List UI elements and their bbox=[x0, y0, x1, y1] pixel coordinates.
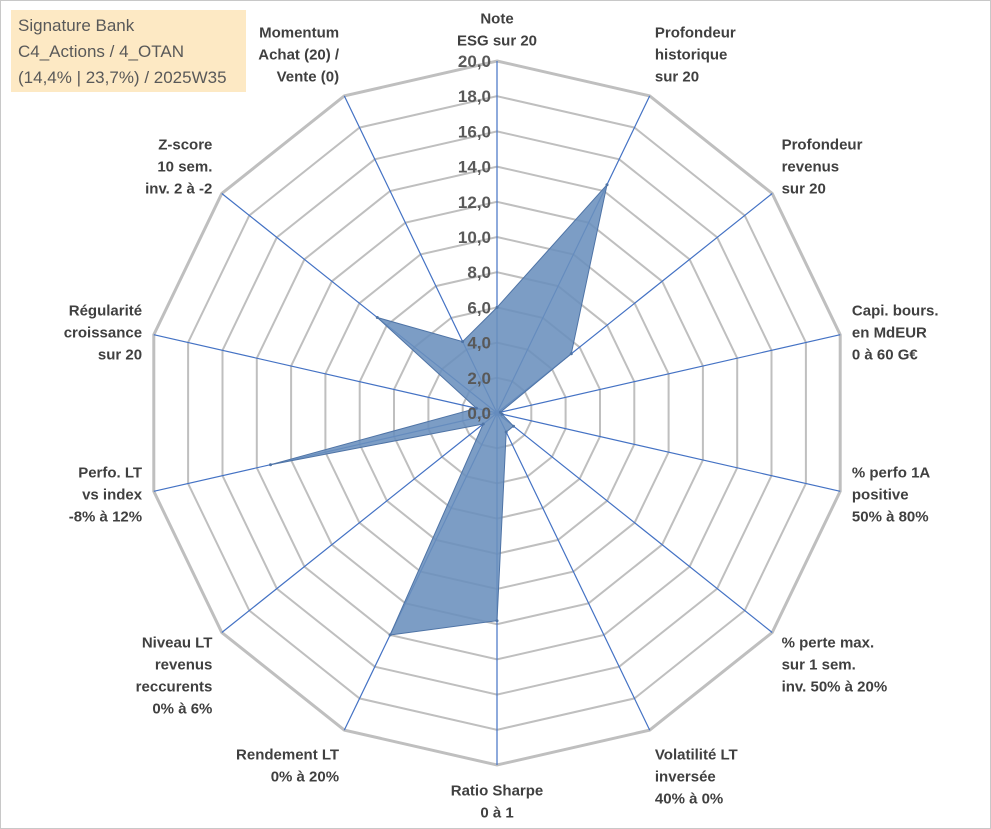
axis-label-line: revenus bbox=[782, 159, 840, 176]
axis-label-line: vs index bbox=[82, 487, 143, 504]
series-layer bbox=[269, 182, 609, 637]
axis-spoke-11 bbox=[153, 334, 498, 414]
axis-label-12: Z-score 10 sem. inv. 2 à -2 bbox=[145, 137, 212, 198]
axis-label-line: Niveau LT bbox=[142, 635, 213, 652]
axis-label-line: Rendement LT bbox=[236, 747, 339, 764]
tick-label-1: 2,0 bbox=[467, 369, 491, 388]
axis-label-line: revenus bbox=[155, 657, 213, 674]
data-point-9 bbox=[481, 422, 485, 426]
axis-label-line: 40% à 0% bbox=[655, 791, 723, 808]
axis-label-layer: Note ESG sur 20 Profondeur historique sur 20… bbox=[64, 11, 939, 822]
axis-label-9: Niveau LT revenus reccurents 0% à 6% bbox=[136, 635, 213, 718]
tick-label-9: 18,0 bbox=[458, 87, 491, 106]
title-box: Signature Bank C4_Actions / 4_OTAN (14,4… bbox=[11, 10, 246, 92]
axis-label-0: Note ESG sur 20 bbox=[457, 11, 537, 50]
title-company: Signature Bank bbox=[18, 16, 135, 35]
tick-label-3: 6,0 bbox=[467, 298, 491, 317]
axis-label-line: -8% à 12% bbox=[69, 509, 142, 526]
axis-label-line: sur 20 bbox=[782, 181, 826, 198]
axis-label-1: Profondeur historique sur 20 bbox=[655, 25, 736, 86]
axis-label-10: Perfo. LT vs index -8% à 12% bbox=[69, 465, 143, 526]
axis-label-line: Momentum bbox=[259, 25, 339, 42]
axis-label-line: 0 à 60 G€ bbox=[852, 347, 919, 364]
data-point-7 bbox=[495, 619, 499, 623]
axis-label-line: Vente (0) bbox=[277, 69, 340, 86]
axis-label-5: % perte max. sur 1 sem. inv. 50% à 20% bbox=[782, 635, 888, 696]
axis-label-line: 0% à 20% bbox=[271, 769, 339, 786]
axis-label-line: inv. 2 à -2 bbox=[145, 181, 212, 198]
tick-label-0: 0,0 bbox=[467, 404, 491, 423]
series-area-0 bbox=[270, 182, 608, 636]
axis-label-line: reccurents bbox=[136, 679, 213, 696]
axis-spoke-3 bbox=[496, 334, 841, 414]
axis-spoke-9 bbox=[221, 412, 498, 633]
axis-label-line: sur 20 bbox=[655, 69, 699, 86]
axis-label-4: % perfo 1A positive 50% à 80% bbox=[852, 465, 931, 526]
title-stats: (14,4% | 23,7%) / 2025W35 bbox=[18, 68, 227, 87]
data-point-3 bbox=[498, 410, 502, 414]
axis-label-line: inversée bbox=[655, 769, 716, 786]
axis-label-line: 0 à 1 bbox=[480, 805, 513, 822]
axis-label-line: sur 1 sem. bbox=[782, 657, 856, 674]
axis-label-line: Profondeur bbox=[655, 25, 736, 42]
axis-label-13: Momentum Achat (20) / Vente (0) bbox=[258, 25, 340, 86]
axis-spoke-6 bbox=[496, 412, 651, 731]
axis-label-line: Capi. bours. bbox=[852, 303, 939, 320]
tick-layer: 0,0 2,0 4,0 6,0 8,0 10,0 12,0 14,0 16,0 18,0 20,0 bbox=[458, 52, 491, 423]
data-point-4 bbox=[500, 412, 504, 416]
axis-label-line: Z-score bbox=[158, 137, 212, 154]
tick-label-6: 12,0 bbox=[458, 193, 491, 212]
axis-label-line: historique bbox=[655, 47, 728, 64]
axis-label-line: 0% à 6% bbox=[152, 701, 212, 718]
tick-label-5: 10,0 bbox=[458, 228, 491, 247]
tick-label-10: 20,0 bbox=[458, 52, 491, 71]
tick-label-7: 14,0 bbox=[458, 158, 491, 177]
data-point-11 bbox=[474, 406, 478, 410]
axis-label-line: sur 20 bbox=[98, 347, 142, 364]
tick-label-2: 4,0 bbox=[467, 334, 491, 353]
axis-label-11: Régularité croissance sur 20 bbox=[64, 303, 142, 364]
axis-label-line: Achat (20) / bbox=[258, 47, 340, 64]
axis-label-line: Volatilité LT bbox=[655, 747, 738, 764]
axis-label-line: % perte max. bbox=[782, 635, 875, 652]
axis-label-2: Profondeur revenus sur 20 bbox=[782, 137, 863, 198]
data-point-8 bbox=[388, 633, 392, 637]
axis-label-line: 10 sem. bbox=[157, 159, 212, 176]
axis-label-8: Rendement LT 0% à 20% bbox=[236, 747, 339, 786]
axis-label-line: positive bbox=[852, 487, 909, 504]
data-point-6 bbox=[504, 430, 508, 434]
axis-label-line: Ratio Sharpe bbox=[451, 783, 544, 800]
axis-label-6: Volatilité LT inversée 40% à 0% bbox=[655, 747, 738, 808]
data-point-1 bbox=[605, 183, 609, 187]
axis-label-line: % perfo 1A bbox=[852, 465, 931, 482]
axis-label-line: Note bbox=[480, 11, 513, 28]
axis-label-line: 50% à 80% bbox=[852, 509, 929, 526]
axis-label-line: Perfo. LT bbox=[78, 465, 142, 482]
axis-spoke-4 bbox=[496, 412, 841, 492]
axis-label-line: Régularité bbox=[69, 303, 142, 320]
tick-label-8: 16,0 bbox=[458, 122, 491, 141]
axis-label-7: Ratio Sharpe 0 à 1 bbox=[451, 783, 544, 822]
axis-label-line: ESG sur 20 bbox=[457, 33, 537, 50]
axis-spoke-5 bbox=[496, 412, 773, 633]
data-point-10 bbox=[269, 463, 272, 467]
tick-label-4: 8,0 bbox=[467, 263, 491, 282]
data-point-13 bbox=[461, 340, 465, 344]
axis-label-line: croissance bbox=[64, 325, 142, 342]
title-category: C4_Actions / 4_OTAN bbox=[18, 42, 184, 61]
axis-label-line: en MdEUR bbox=[852, 325, 927, 342]
axis-label-3: Capi. bours. en MdEUR 0 à 60 G€ bbox=[852, 303, 939, 364]
axis-label-line: inv. 50% à 20% bbox=[782, 679, 888, 696]
data-point-5 bbox=[512, 424, 515, 428]
axis-label-line: Profondeur bbox=[782, 137, 863, 154]
data-point-12 bbox=[375, 316, 379, 319]
data-point-0 bbox=[495, 305, 499, 309]
data-point-2 bbox=[569, 352, 573, 356]
